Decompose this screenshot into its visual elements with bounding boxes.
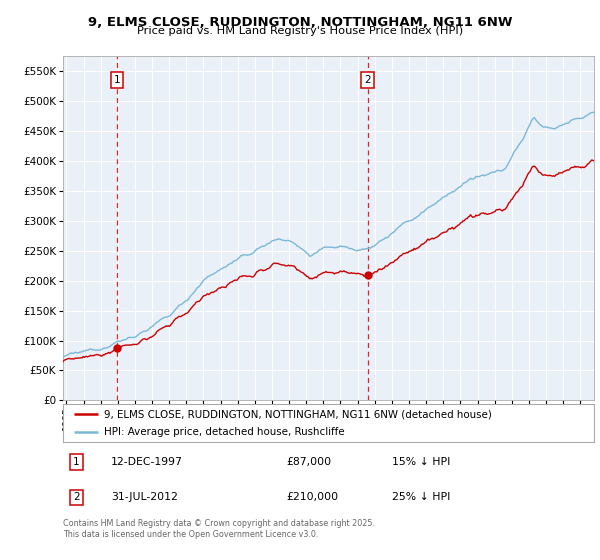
Text: HPI: Average price, detached house, Rushcliffe: HPI: Average price, detached house, Rush… (104, 427, 345, 437)
Text: 12-DEC-1997: 12-DEC-1997 (111, 457, 182, 467)
Text: Contains HM Land Registry data © Crown copyright and database right 2025.
This d: Contains HM Land Registry data © Crown c… (63, 519, 375, 539)
Text: 25% ↓ HPI: 25% ↓ HPI (392, 492, 451, 502)
Text: 9, ELMS CLOSE, RUDDINGTON, NOTTINGHAM, NG11 6NW: 9, ELMS CLOSE, RUDDINGTON, NOTTINGHAM, N… (88, 16, 512, 29)
Text: £210,000: £210,000 (286, 492, 338, 502)
Text: 15% ↓ HPI: 15% ↓ HPI (392, 457, 451, 467)
Text: 2: 2 (73, 492, 80, 502)
Text: 1: 1 (73, 457, 80, 467)
Text: £87,000: £87,000 (286, 457, 331, 467)
Text: 31-JUL-2012: 31-JUL-2012 (111, 492, 178, 502)
Text: 2: 2 (364, 75, 371, 85)
Text: 1: 1 (113, 75, 120, 85)
Text: 9, ELMS CLOSE, RUDDINGTON, NOTTINGHAM, NG11 6NW (detached house): 9, ELMS CLOSE, RUDDINGTON, NOTTINGHAM, N… (104, 409, 492, 419)
Text: Price paid vs. HM Land Registry's House Price Index (HPI): Price paid vs. HM Land Registry's House … (137, 26, 463, 36)
